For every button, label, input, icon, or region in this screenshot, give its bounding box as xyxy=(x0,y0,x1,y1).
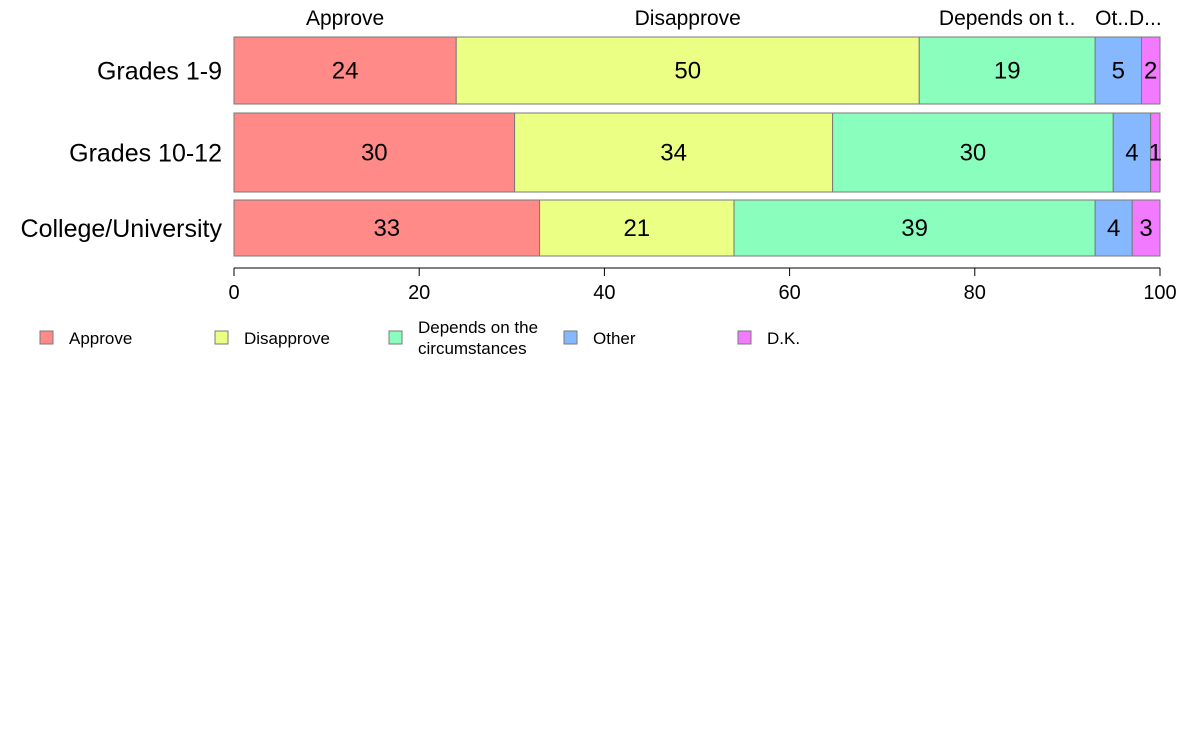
row-label-college-university: College/University xyxy=(21,215,223,243)
bar-grades-1-9-depends-on-the-circumstances xyxy=(918,36,1096,105)
bar-grades-10-12-approve xyxy=(233,112,516,193)
bar-college-university-approve xyxy=(233,199,541,257)
row-label-grades-10-12: Grades 10-12 xyxy=(69,140,222,168)
legend-swatch-d-k xyxy=(737,330,752,345)
data-label-grades-10-12-other: 4 xyxy=(1125,140,1138,167)
data-label-college-university-disapprove: 21 xyxy=(623,215,650,242)
x-tick-label-20: 20 xyxy=(408,282,430,304)
data-label-grades-10-12-approve: 30 xyxy=(361,140,388,167)
x-tick-label-60: 60 xyxy=(778,282,800,304)
legend-label-depends-on-the-circumstances: Depends on the circumstances xyxy=(418,318,538,358)
x-tick-label-40: 40 xyxy=(593,282,615,304)
legend-label-approve: Approve xyxy=(69,329,132,348)
column-heading-other: Ot.. xyxy=(1095,7,1129,30)
legend-item-approve: Approve xyxy=(39,329,132,348)
legend-item-disapprove: Disapprove xyxy=(214,329,330,348)
data-label-college-university-depends-on-the-circumstances: 39 xyxy=(901,215,928,242)
legend-swatch-approve xyxy=(39,330,54,345)
data-label-grades-10-12-d-k: 1 xyxy=(1149,140,1162,167)
bar-college-university-other xyxy=(1094,199,1133,257)
legend-swatch-depends-on-the-circumstances xyxy=(388,330,403,345)
x-axis: 0 20 40 60 80 100 xyxy=(228,267,1177,304)
legend: Approve Disapprove Depends on the circumsta… xyxy=(39,318,800,358)
data-label-college-university-approve: 33 xyxy=(373,215,400,242)
column-heading-approve: Approve xyxy=(306,7,384,30)
bar-grades-10-12-other xyxy=(1112,112,1152,193)
bar-grades-1-9-disapprove xyxy=(455,36,920,105)
data-label-grades-10-12-depends-on-the-circumstances: 30 xyxy=(960,140,987,167)
data-label-grades-1-9-other: 5 xyxy=(1112,58,1125,85)
bars: 24 50 19 5 230 34 30 4 133 21 39 4 3 xyxy=(233,36,1162,257)
data-label-grades-1-9-d-k: 2 xyxy=(1144,58,1157,85)
x-tick-label-100: 100 xyxy=(1143,282,1176,304)
data-label-grades-1-9-disapprove: 50 xyxy=(674,58,701,85)
bar-college-university-d-k xyxy=(1131,199,1161,257)
column-headings: Approve Disapprove Depends on t.. Ot.. D... xyxy=(306,7,1162,30)
bar-college-university-disapprove xyxy=(539,199,735,257)
data-label-grades-1-9-approve: 24 xyxy=(332,58,359,85)
bar-grades-10-12-depends-on-the-circumstances xyxy=(832,112,1114,193)
column-heading-disapprove: Disapprove xyxy=(635,7,741,30)
x-tick-label-0: 0 xyxy=(228,282,239,304)
data-label-grades-10-12-disapprove: 34 xyxy=(660,140,687,167)
row-label-grades-1-9: Grades 1-9 xyxy=(97,58,222,86)
column-heading-d-k: D... xyxy=(1129,7,1162,30)
legend-item-other: Other xyxy=(563,329,636,348)
legend-swatch-disapprove xyxy=(214,330,229,345)
legend-swatch-other xyxy=(563,330,578,345)
data-label-college-university-d-k: 3 xyxy=(1139,215,1152,242)
legend-label-disapprove: Disapprove xyxy=(244,329,330,348)
bar-grades-10-12-d-k xyxy=(1150,112,1161,193)
bar-grades-1-9-approve xyxy=(233,36,457,105)
data-label-college-university-other: 4 xyxy=(1107,215,1120,242)
data-label-grades-1-9-depends-on-the-circumstances: 19 xyxy=(994,58,1021,85)
legend-label-d-k: D.K. xyxy=(767,329,800,348)
row-labels: Grades 1-9 Grades 10-12 College/University xyxy=(21,58,223,244)
bar-grades-10-12-disapprove xyxy=(514,112,834,193)
legend-item-depends-on-the-circumstances: Depends on the circumstances xyxy=(388,318,538,358)
legend-item-d-k: D.K. xyxy=(737,329,800,348)
bar-grades-1-9-d-k xyxy=(1140,36,1161,105)
legend-label-other: Other xyxy=(593,329,636,348)
bar-college-university-depends-on-the-circumstances xyxy=(733,199,1096,257)
column-heading-depends-on-the-circumstances: Depends on t.. xyxy=(939,7,1076,30)
x-tick-label-80: 80 xyxy=(964,282,986,304)
